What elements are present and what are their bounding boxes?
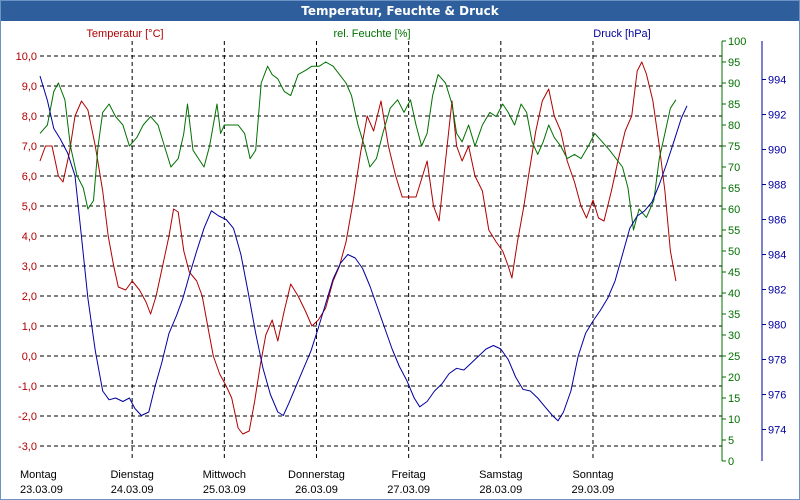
pressure-tick-label: 986 [768,215,786,227]
humidity-axis-label: rel. Feuchte [%] [333,28,410,40]
humidity-tick-label: 50 [728,246,740,258]
pressure-tick-label: 982 [768,285,786,297]
humidity-tick-label: 25 [728,351,740,363]
humidity-tick-label: 100 [728,36,746,48]
x-tick-day: Dienstag [110,469,153,481]
temperature-tick-label: 6,0 [22,171,37,183]
pressure-tick-label: 990 [768,145,786,157]
x-tick-date: 26.03.09 [295,484,338,496]
temperature-tick-label: -2,0 [18,411,37,423]
x-tick-date: 29.03.09 [572,484,615,496]
humidity-tick-label: 10 [728,414,740,426]
humidity-tick-label: 85 [728,99,740,111]
humidity-tick-label: 35 [728,309,740,321]
x-tick-date: 27.03.09 [387,484,430,496]
x-tick-day: Mittwoch [203,469,246,481]
x-tick-day: Freitag [392,469,426,481]
series-layer [39,61,688,435]
pressure-tick-label: 978 [768,355,786,367]
temperature-tick-label: 4,0 [22,231,37,243]
x-tick-date: 24.03.09 [111,484,154,496]
temperature-tick-label: -1,0 [18,381,37,393]
chart-title: Temperatur, Feuchte & Druck [1,1,799,21]
humidity-tick-label: 60 [728,204,740,216]
x-tick-day: Montag [20,469,57,481]
pressure-tick-label: 976 [768,390,786,402]
humidity-tick-label: 65 [728,183,740,195]
x-tick-day: Donnerstag [288,469,345,481]
temperature-tick-label: 1,0 [22,321,37,333]
series-line-humidity [39,61,677,231]
axes: 10,0 9,0 8,0 7,0 6,0 5,0 4,0 3,0 2,0 1,0 0,0 -1,0 -2… [16,36,787,496]
humidity-tick-label: 30 [728,330,740,342]
series-line-temperature [39,61,677,435]
temperature-tick-label: 9,0 [22,81,37,93]
temperature-tick-label: 10,0 [16,51,37,63]
humidity-tick-label: 55 [728,225,740,237]
humidity-tick-label: 80 [728,120,740,132]
humidity-tick-label: 45 [728,267,740,279]
humidity-tick-label: 15 [728,393,740,405]
humidity-tick-label: 40 [728,288,740,300]
humidity-tick-label: 20 [728,372,740,384]
pressure-axis-label: Druck [hPa] [593,28,650,40]
pressure-tick-label: 980 [768,320,786,332]
temperature-tick-label: 3,0 [22,261,37,273]
pressure-tick-label: 994 [768,75,786,87]
temperature-tick-label: 0,0 [22,351,37,363]
temperature-axis-label: Temperatur [°C] [86,28,163,40]
pressure-tick-label: 974 [768,425,786,437]
temperature-tick-label: 8,0 [22,111,37,123]
series-line-pressure [39,75,688,422]
humidity-tick-label: 95 [728,57,740,69]
pressure-tick-label: 984 [768,250,786,262]
temperature-tick-label: 5,0 [22,201,37,213]
labels: Temperatur [°C] rel. Feuchte [%] Druck [… [86,28,650,40]
x-tick-date: 23.03.09 [20,484,63,496]
x-tick-day: Sonntag [572,469,613,481]
x-tick-date: 28.03.09 [479,484,522,496]
humidity-tick-label: 75 [728,141,740,153]
temperature-tick-label: -3,0 [18,441,37,453]
x-tick-day: Samstag [479,469,522,481]
humidity-tick-label: 70 [728,162,740,174]
temperature-tick-label: 2,0 [22,291,37,303]
humidity-tick-label: 0 [728,456,734,468]
pressure-tick-label: 988 [768,180,786,192]
pressure-tick-label: 992 [768,110,786,122]
x-tick-date: 25.03.09 [203,484,246,496]
temperature-tick-label: 7,0 [22,141,37,153]
humidity-tick-label: 90 [728,78,740,90]
humidity-tick-label: 5 [728,435,734,447]
